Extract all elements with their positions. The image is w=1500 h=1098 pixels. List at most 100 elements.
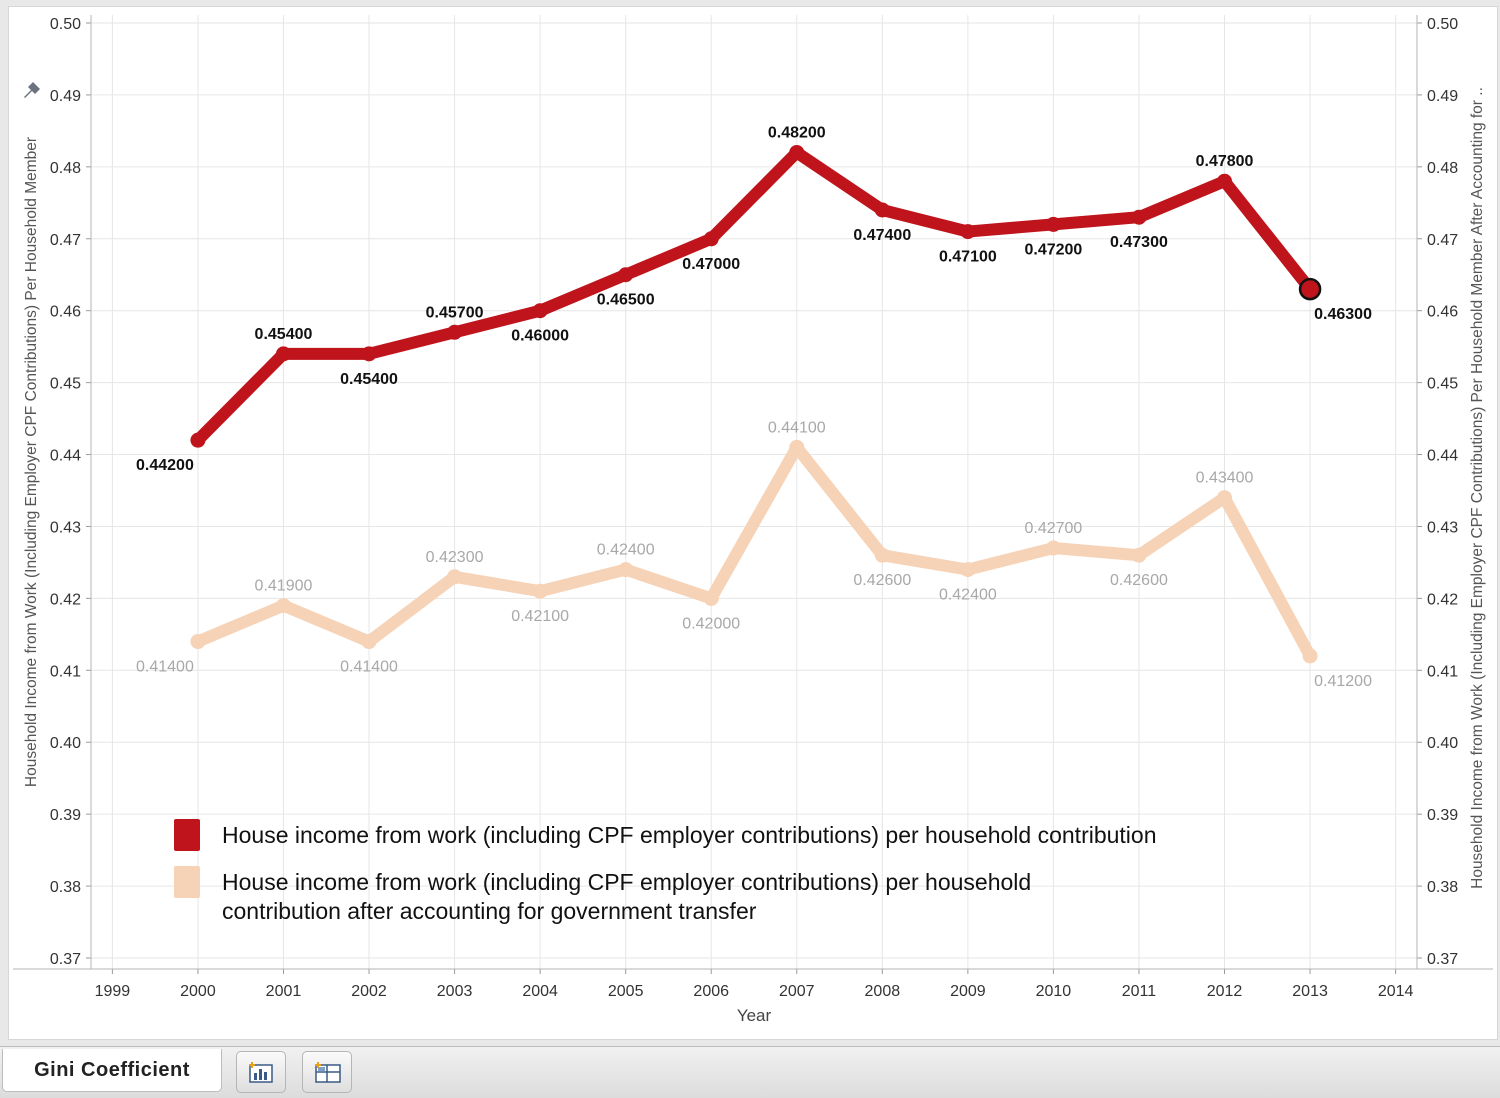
data-label: 0.47000 — [682, 256, 740, 273]
x-tick-label: 1999 — [95, 983, 131, 1000]
data-label: 0.47800 — [1196, 153, 1254, 170]
data-label: 0.47200 — [1024, 241, 1082, 258]
y-tick-label-left: 0.45 — [50, 376, 81, 393]
y-tick-label-left: 0.46 — [50, 304, 81, 321]
chart-panel: 1999 2000 2001 2002 2003 2004 2005 2006 2007 2008… — [8, 6, 1498, 1040]
data-point — [190, 634, 206, 650]
y-tick-label-right: 0.43 — [1427, 519, 1458, 536]
data-point — [789, 144, 805, 160]
x-tick-label: 2001 — [266, 983, 302, 1000]
y-tick-label-left: 0.41 — [50, 663, 81, 680]
data-label: 0.42400 — [597, 542, 655, 559]
x-tick-label: 2002 — [351, 983, 387, 1000]
data-point — [275, 346, 291, 362]
data-point — [190, 432, 206, 448]
data-point-highlighted — [1298, 277, 1322, 301]
x-tick-label: 2008 — [865, 983, 901, 1000]
y-tick-label-right: 0.46 — [1427, 304, 1458, 321]
data-point — [1217, 173, 1233, 189]
data-point — [1131, 547, 1147, 563]
data-label: 0.44100 — [768, 419, 826, 436]
y-axis-title-left: Household Income from Work (Including Em… — [23, 137, 40, 787]
data-label: 0.46500 — [597, 292, 655, 309]
data-point — [874, 202, 890, 218]
x-tick-label: 2012 — [1207, 983, 1243, 1000]
y-tick-label-left: 0.47 — [50, 232, 81, 249]
data-point — [874, 547, 890, 563]
y-tick-label-right: 0.38 — [1427, 879, 1458, 896]
x-tick-label: 2014 — [1378, 983, 1414, 1000]
data-label: 0.42600 — [1110, 572, 1168, 589]
legend-label: House income from work (including CPF em… — [222, 869, 1031, 895]
series-line-after-transfer — [191, 441, 1317, 662]
line-chart: 1999 2000 2001 2002 2003 2004 2005 2006 2007 2008… — [13, 15, 1493, 1025]
y-tick-label-right: 0.48 — [1427, 160, 1458, 177]
y-tick-label-left: 0.43 — [50, 519, 81, 536]
legend-swatch — [174, 866, 200, 898]
data-label: 0.46300 — [1314, 306, 1372, 323]
data-label: 0.42000 — [682, 615, 740, 632]
data-label: 0.42400 — [939, 587, 997, 604]
x-tick-label: 2000 — [180, 983, 216, 1000]
y-tick-label-right: 0.44 — [1427, 448, 1458, 465]
data-point — [1217, 490, 1233, 506]
data-label: 0.41400 — [136, 659, 194, 676]
data-label: 0.42600 — [853, 572, 911, 589]
data-label: 0.47100 — [939, 249, 997, 266]
data-point — [361, 346, 377, 362]
y-tick-label-left: 0.37 — [50, 951, 81, 968]
y-tick-label-right: 0.37 — [1427, 951, 1458, 968]
x-axis-title: Year — [737, 1006, 772, 1025]
sheet-tab-gini-coefficient[interactable]: Gini Coefficient — [2, 1049, 222, 1092]
x-tick-label: 2013 — [1292, 983, 1328, 1000]
x-tick-label: 2004 — [522, 983, 558, 1000]
y-tick-label-right: 0.40 — [1427, 735, 1458, 752]
data-point — [960, 224, 976, 240]
data-point — [447, 324, 463, 340]
y-tick-label-right: 0.45 — [1427, 376, 1458, 393]
y-tick-label-left: 0.49 — [50, 88, 81, 105]
data-label: 0.43400 — [1196, 470, 1254, 487]
data-label: 0.42300 — [426, 549, 484, 566]
new-dashboard-icon — [315, 1062, 341, 1083]
data-point — [1302, 648, 1318, 664]
y-tick-label-right: 0.49 — [1427, 88, 1458, 105]
data-point — [361, 634, 377, 650]
data-point — [703, 231, 719, 247]
data-point — [618, 562, 634, 578]
data-label: 0.41200 — [1314, 673, 1372, 690]
data-label: 0.48200 — [768, 124, 826, 141]
data-label: 0.47400 — [853, 227, 911, 244]
y-tick-label-left: 0.40 — [50, 735, 81, 752]
data-label: 0.42100 — [511, 608, 569, 625]
x-tick-label: 2003 — [437, 983, 473, 1000]
new-worksheet-button[interactable] — [236, 1051, 286, 1093]
x-tick-label: 2005 — [608, 983, 644, 1000]
y-tick-label-right: 0.42 — [1427, 591, 1458, 608]
data-point — [532, 583, 548, 599]
x-tick-label: 2006 — [693, 983, 729, 1000]
y-tick-label-left: 0.48 — [50, 160, 81, 177]
y-tick-label-left: 0.38 — [50, 879, 81, 896]
data-point — [275, 598, 291, 614]
data-label: 0.41400 — [340, 659, 398, 676]
x-tick-label: 2010 — [1036, 983, 1072, 1000]
x-tick-label: 2009 — [950, 983, 986, 1000]
legend-label: contribution after accounting for govern… — [222, 898, 757, 924]
pin-icon — [24, 82, 40, 98]
data-point — [960, 562, 976, 578]
y-tick-label-right: 0.47 — [1427, 232, 1458, 249]
x-tick-label: 2011 — [1122, 983, 1157, 1000]
y-tick-label-left: 0.44 — [50, 448, 81, 465]
data-point — [703, 590, 719, 606]
y-tick-label-left: 0.39 — [50, 807, 81, 824]
data-point — [789, 439, 805, 455]
y-tick-label-left: 0.50 — [50, 16, 81, 33]
data-point — [1131, 209, 1147, 225]
new-worksheet-icon — [249, 1062, 273, 1083]
new-dashboard-button[interactable] — [302, 1051, 352, 1093]
legend-swatch — [174, 819, 200, 851]
data-point — [532, 303, 548, 319]
y-tick-label-right: 0.41 — [1427, 663, 1458, 680]
y-tick-label-right: 0.50 — [1427, 16, 1458, 33]
